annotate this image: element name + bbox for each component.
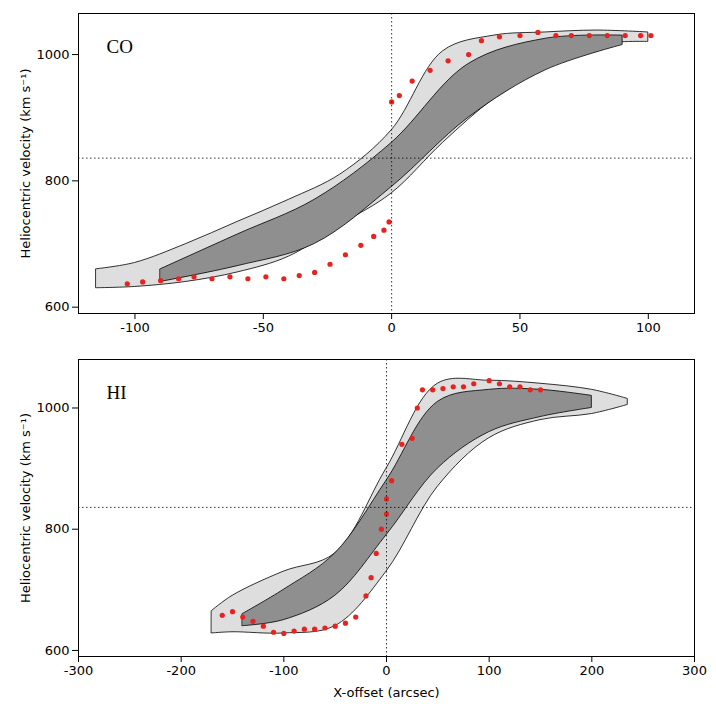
svg-text:CO: CO [107, 36, 133, 57]
svg-text:0: 0 [382, 663, 390, 678]
svg-text:600: 600 [45, 643, 70, 658]
svg-text:-100: -100 [120, 320, 150, 335]
svg-text:X-offset (arcsec): X-offset (arcsec) [333, 685, 439, 700]
svg-text:HI: HI [107, 382, 127, 403]
svg-text:100: 100 [477, 663, 502, 678]
svg-text:50: 50 [512, 320, 529, 335]
svg-text:600: 600 [45, 299, 70, 314]
svg-text:-50: -50 [253, 320, 274, 335]
svg-text:0: 0 [387, 320, 395, 335]
svg-text:Heliocentric velocity (km s⁻¹): Heliocentric velocity (km s⁻¹) [18, 69, 33, 259]
svg-text:-300: -300 [64, 663, 94, 678]
svg-text:800: 800 [45, 521, 70, 536]
svg-text:300: 300 [682, 663, 707, 678]
svg-text:100: 100 [636, 320, 661, 335]
svg-text:-200: -200 [166, 663, 196, 678]
svg-text:200: 200 [579, 663, 604, 678]
svg-text:1000: 1000 [36, 47, 69, 62]
svg-text:-100: -100 [269, 663, 299, 678]
svg-text:1000: 1000 [36, 400, 69, 415]
svg-text:Heliocentric velocity (km s⁻¹): Heliocentric velocity (km s⁻¹) [18, 413, 33, 603]
svg-text:800: 800 [45, 173, 70, 188]
